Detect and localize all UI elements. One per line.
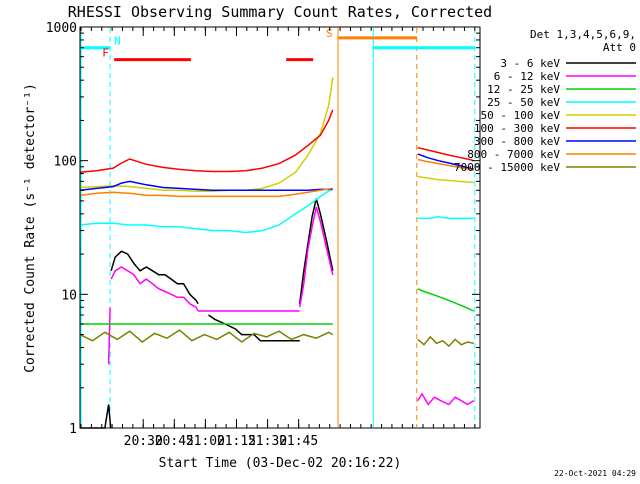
legend-label-5: 100 - 300 keV xyxy=(474,122,560,135)
chart-title: RHESSI Observing Summary Count Rates, Co… xyxy=(68,3,492,21)
legend-label-0: 3 - 6 keV xyxy=(500,57,560,70)
legend-label-8: 7000 - 15000 keV xyxy=(454,161,560,174)
series-line-5-seg-0 xyxy=(79,109,334,173)
series-line-0-seg-3 xyxy=(298,198,334,304)
series-line-6-seg-0 xyxy=(79,180,333,192)
x-tick-label: 21:45 xyxy=(279,434,318,449)
series-line-1-seg-4 xyxy=(417,392,475,406)
legend-label-1: 6 - 12 keV xyxy=(494,70,561,83)
legend-label-6: 300 - 800 keV xyxy=(474,135,560,148)
flare-flag-label: F xyxy=(102,47,109,60)
series-line-2-seg-1 xyxy=(417,288,475,312)
plot-frame xyxy=(79,26,481,429)
y-tick-label: 10 xyxy=(61,288,77,303)
y-axis-label: Corrected Count Rate (s⁻¹ detector⁻¹) xyxy=(23,83,38,373)
legend-header-line-2: Att 0 xyxy=(603,41,636,54)
series-line-6-seg-1 xyxy=(417,153,475,171)
y-tick-label: 1 xyxy=(69,422,77,437)
legend-header-line-1: Det 1,3,4,5,6,9, xyxy=(530,28,636,41)
timestamp: 22-Oct-2021 04:29 xyxy=(554,469,636,478)
x-tick-label: 20:30 xyxy=(124,434,163,449)
legend-label-2: 12 - 25 keV xyxy=(487,83,560,96)
series-line-0-seg-2 xyxy=(208,314,300,342)
plot-series xyxy=(79,77,475,429)
eclipse-flag-label: N xyxy=(114,35,121,48)
x-tick-label: 21:00 xyxy=(186,434,225,449)
legend-label-4: 50 - 100 keV xyxy=(481,109,561,122)
series-line-8-seg-0 xyxy=(79,329,334,343)
legend-label-3: 25 - 50 keV xyxy=(487,96,560,109)
x-tick-label: 21:30 xyxy=(248,434,287,449)
x-tick-label: 20:45 xyxy=(155,434,194,449)
legend-label-7: 800 - 7000 keV xyxy=(467,148,560,161)
series-line-7-seg-1 xyxy=(417,158,474,171)
series-line-8-seg-1 xyxy=(417,335,474,348)
series-line-1-seg-3 xyxy=(298,206,334,308)
series-line-3-seg-1 xyxy=(417,216,474,220)
series-line-4-seg-1 xyxy=(417,175,474,183)
series-line-0-seg-1 xyxy=(110,250,199,305)
plot-annotations: NF S xyxy=(80,27,476,427)
series-line-5-seg-1 xyxy=(417,146,475,162)
y-tick-label: 1000 xyxy=(46,21,77,36)
x-tick-label: 21:15 xyxy=(217,434,256,449)
series-line-7-seg-0 xyxy=(79,187,333,198)
series-line-1-seg-0 xyxy=(107,307,111,365)
saa-flag-label: S xyxy=(326,27,333,40)
y-tick-label: 100 xyxy=(54,155,77,170)
x-axis-label: Start Time (03-Dec-02 20:16:22) xyxy=(159,456,402,471)
series-line-1-seg-1 xyxy=(110,266,199,312)
series-line-3-seg-0 xyxy=(79,187,334,234)
